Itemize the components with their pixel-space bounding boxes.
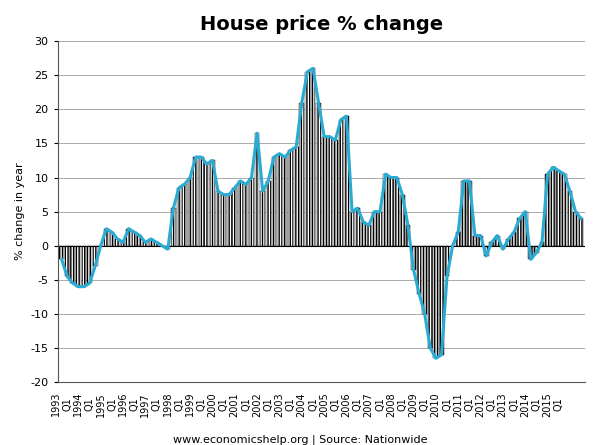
- Bar: [523, 212, 527, 246]
- Bar: [299, 102, 304, 246]
- Bar: [383, 174, 388, 246]
- Bar: [249, 178, 254, 246]
- Bar: [372, 212, 377, 246]
- Bar: [473, 235, 478, 246]
- Bar: [59, 246, 64, 259]
- Bar: [311, 69, 316, 246]
- Bar: [244, 184, 248, 246]
- Bar: [495, 235, 500, 246]
- Bar: [182, 184, 187, 246]
- Bar: [556, 171, 561, 246]
- Bar: [445, 246, 449, 276]
- Bar: [467, 181, 472, 246]
- Bar: [389, 178, 394, 246]
- Bar: [456, 232, 461, 246]
- Bar: [377, 212, 382, 246]
- Bar: [294, 147, 299, 246]
- Bar: [461, 181, 466, 246]
- Bar: [338, 120, 343, 246]
- Bar: [126, 229, 131, 246]
- Bar: [166, 246, 170, 249]
- Bar: [333, 140, 338, 246]
- Bar: [65, 246, 70, 276]
- Bar: [76, 246, 81, 287]
- Bar: [93, 246, 98, 266]
- Bar: [221, 194, 226, 246]
- Bar: [104, 229, 109, 246]
- Bar: [328, 137, 332, 246]
- Bar: [255, 133, 259, 246]
- Bar: [529, 246, 533, 259]
- Bar: [188, 178, 193, 246]
- Bar: [406, 225, 410, 246]
- Bar: [568, 191, 572, 246]
- Y-axis label: % change in year: % change in year: [15, 163, 25, 260]
- Bar: [573, 212, 578, 246]
- Bar: [149, 239, 154, 246]
- Bar: [500, 246, 505, 249]
- Bar: [562, 174, 567, 246]
- Bar: [238, 181, 243, 246]
- Bar: [517, 218, 522, 246]
- Bar: [171, 208, 176, 246]
- Bar: [272, 157, 276, 246]
- Bar: [433, 246, 438, 358]
- Bar: [367, 225, 371, 246]
- Bar: [422, 246, 427, 314]
- Bar: [316, 102, 321, 246]
- Bar: [506, 239, 511, 246]
- Bar: [87, 246, 92, 283]
- Bar: [411, 246, 416, 270]
- Bar: [266, 181, 271, 246]
- Bar: [490, 243, 494, 246]
- Bar: [322, 137, 326, 246]
- Bar: [288, 150, 293, 246]
- Bar: [277, 154, 282, 246]
- Bar: [534, 246, 539, 253]
- Bar: [394, 178, 399, 246]
- Title: House price % change: House price % change: [200, 15, 443, 34]
- Bar: [484, 246, 488, 256]
- Bar: [227, 194, 232, 246]
- Bar: [205, 164, 209, 246]
- Bar: [132, 232, 137, 246]
- Bar: [154, 243, 159, 246]
- Bar: [478, 235, 483, 246]
- Bar: [110, 232, 114, 246]
- Bar: [176, 188, 181, 246]
- Bar: [82, 246, 86, 287]
- Bar: [512, 232, 517, 246]
- Bar: [232, 188, 237, 246]
- Bar: [121, 243, 125, 246]
- Text: www.economicshelp.org | Source: Nationwide: www.economicshelp.org | Source: Nationwi…: [173, 435, 427, 445]
- Bar: [143, 243, 148, 246]
- Bar: [579, 218, 583, 246]
- Bar: [193, 157, 198, 246]
- Bar: [305, 72, 310, 246]
- Bar: [199, 157, 203, 246]
- Bar: [283, 157, 287, 246]
- Bar: [137, 235, 142, 246]
- Bar: [355, 208, 360, 246]
- Bar: [439, 246, 444, 355]
- Bar: [417, 246, 421, 294]
- Bar: [545, 174, 550, 246]
- Bar: [210, 161, 215, 246]
- Bar: [428, 246, 433, 348]
- Bar: [70, 246, 75, 283]
- Bar: [361, 222, 365, 246]
- Bar: [551, 167, 556, 246]
- Bar: [260, 191, 265, 246]
- Bar: [344, 116, 349, 246]
- Bar: [350, 212, 355, 246]
- Bar: [400, 194, 405, 246]
- Bar: [539, 243, 544, 246]
- Bar: [215, 191, 220, 246]
- Bar: [115, 239, 120, 246]
